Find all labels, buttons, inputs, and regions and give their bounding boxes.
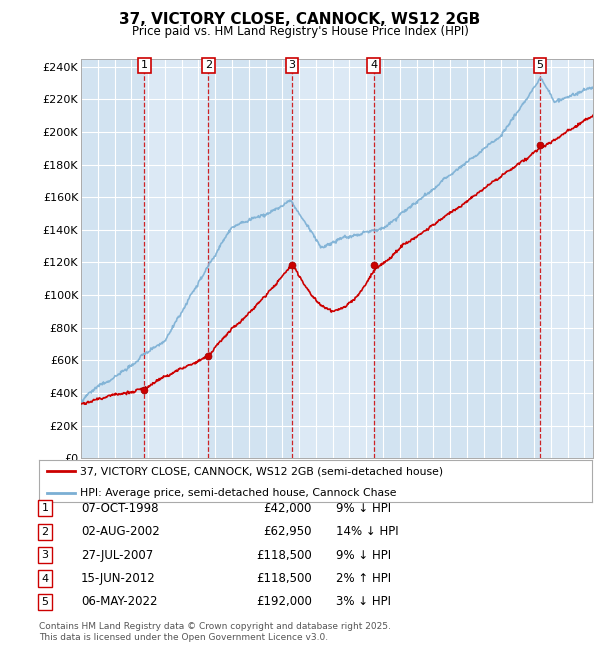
- Text: Price paid vs. HM Land Registry's House Price Index (HPI): Price paid vs. HM Land Registry's House …: [131, 25, 469, 38]
- Text: 07-OCT-1998: 07-OCT-1998: [81, 502, 158, 515]
- Text: 5: 5: [41, 597, 49, 607]
- Bar: [374, 58, 540, 458]
- Bar: [81, 58, 144, 458]
- Bar: [208, 58, 292, 458]
- Text: 02-AUG-2002: 02-AUG-2002: [81, 525, 160, 538]
- Text: 5: 5: [536, 60, 544, 70]
- Text: 15-JUN-2012: 15-JUN-2012: [81, 572, 156, 585]
- Bar: [144, 58, 208, 458]
- Text: HPI: Average price, semi-detached house, Cannock Chase: HPI: Average price, semi-detached house,…: [80, 488, 397, 497]
- Bar: [292, 58, 374, 458]
- Text: 37, VICTORY CLOSE, CANNOCK, WS12 2GB (semi-detached house): 37, VICTORY CLOSE, CANNOCK, WS12 2GB (se…: [80, 467, 443, 476]
- Text: Contains HM Land Registry data © Crown copyright and database right 2025.
This d: Contains HM Land Registry data © Crown c…: [39, 622, 391, 642]
- Text: 14% ↓ HPI: 14% ↓ HPI: [336, 525, 398, 538]
- Text: 37, VICTORY CLOSE, CANNOCK, WS12 2GB: 37, VICTORY CLOSE, CANNOCK, WS12 2GB: [119, 12, 481, 27]
- Text: 4: 4: [370, 60, 377, 70]
- Text: 3: 3: [289, 60, 295, 70]
- Text: £118,500: £118,500: [256, 549, 312, 562]
- Text: 3: 3: [41, 550, 49, 560]
- Text: 9% ↓ HPI: 9% ↓ HPI: [336, 549, 391, 562]
- Bar: [540, 58, 593, 458]
- Text: 1: 1: [41, 503, 49, 514]
- Text: £62,950: £62,950: [263, 525, 312, 538]
- Text: 9% ↓ HPI: 9% ↓ HPI: [336, 502, 391, 515]
- Text: 3% ↓ HPI: 3% ↓ HPI: [336, 595, 391, 608]
- Text: 4: 4: [41, 573, 49, 584]
- Text: 1: 1: [141, 60, 148, 70]
- Text: 2: 2: [205, 60, 212, 70]
- Text: 2: 2: [41, 526, 49, 537]
- Text: £42,000: £42,000: [263, 502, 312, 515]
- Text: £118,500: £118,500: [256, 572, 312, 585]
- Text: 2% ↑ HPI: 2% ↑ HPI: [336, 572, 391, 585]
- Text: 06-MAY-2022: 06-MAY-2022: [81, 595, 157, 608]
- Text: £192,000: £192,000: [256, 595, 312, 608]
- Text: 27-JUL-2007: 27-JUL-2007: [81, 549, 153, 562]
